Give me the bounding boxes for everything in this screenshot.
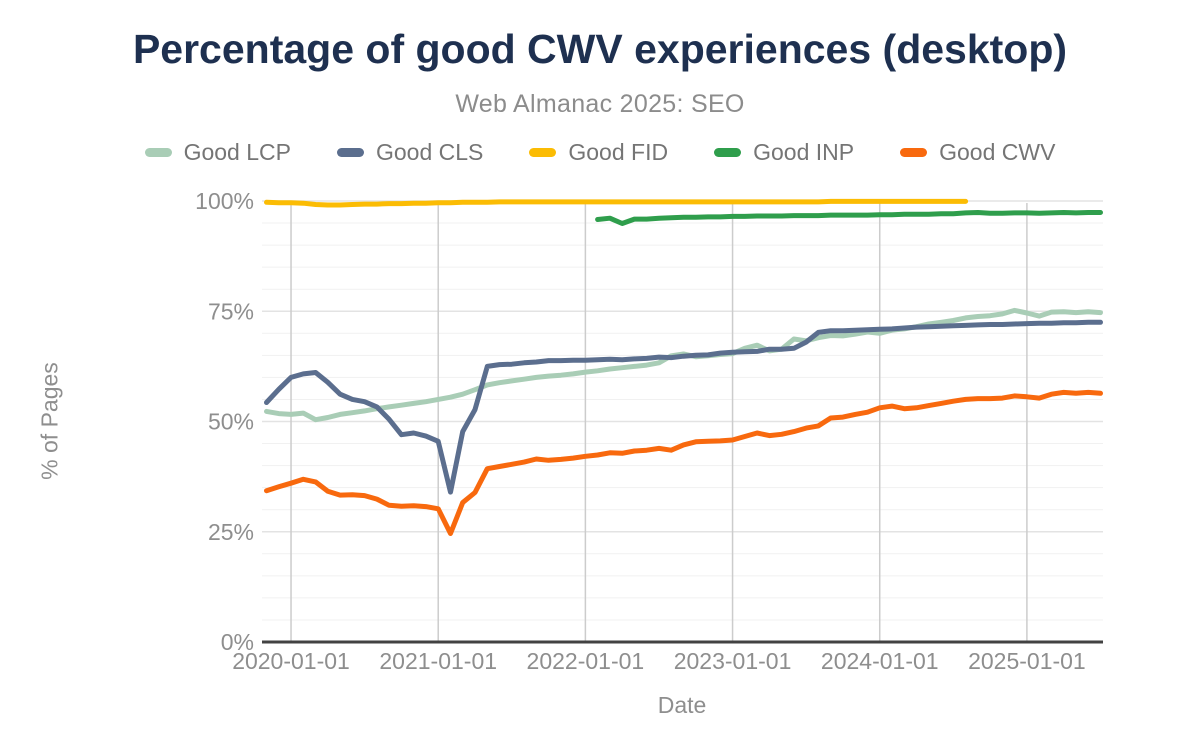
legend-item-good-cls: Good CLS <box>336 139 484 166</box>
y-tick-label: 25% <box>208 519 254 545</box>
legend-label-good-fid: Good FID <box>568 139 669 165</box>
series-line-good-fid <box>264 198 969 208</box>
legend-label-good-cls: Good CLS <box>375 139 484 165</box>
chart-subtitle: Web Almanac 2025: SEO <box>455 90 745 118</box>
y-tick-labels: 0% 25% 50% 75% 100% <box>195 188 254 655</box>
x-axis-title: Date <box>657 692 707 718</box>
legend-item-good-inp: Good INP <box>714 139 854 166</box>
legend-label-good-lcp: Good LCP <box>183 139 291 165</box>
legend-label-good-cwv: Good CWV <box>939 139 1056 165</box>
series-line-good-inp <box>595 210 1103 226</box>
minor-gridlines <box>262 222 1103 621</box>
legend-item-good-cwv: Good CWV <box>900 139 1055 166</box>
series-line-good-cwv <box>264 389 1103 536</box>
y-tick-label: 0% <box>221 629 254 655</box>
legend-swatch-good-cwv <box>900 148 928 157</box>
series-line-good-cls <box>264 319 1103 495</box>
year-gridlines <box>290 203 1028 641</box>
major-gridlines <box>262 200 1103 533</box>
y-tick-label: 50% <box>208 409 254 435</box>
y-tick-label: 100% <box>195 188 254 214</box>
x-tick-label: 2020-01-01 <box>232 648 350 674</box>
legend-label-good-inp: Good INP <box>753 139 855 165</box>
chart-title: Percentage of good CWV experiences (desk… <box>132 26 1068 72</box>
x-tick-labels: 2020-01-01 2021-01-01 2022-01-01 2023-01-01… <box>232 648 1086 674</box>
legend-item-good-fid: Good FID <box>529 139 668 166</box>
legend-item-good-lcp: Good LCP <box>144 139 291 166</box>
legend-swatch-good-inp <box>714 148 742 157</box>
y-tick-label: 75% <box>208 298 254 324</box>
y-axis-title: % of Pages <box>36 362 63 480</box>
x-tick-label: 2021-01-01 <box>379 648 497 674</box>
x-tick-label: 2025-01-01 <box>968 648 1086 674</box>
legend-swatch-good-fid <box>529 148 557 157</box>
x-tick-label: 2022-01-01 <box>527 648 645 674</box>
legend-swatch-good-lcp <box>144 148 172 157</box>
x-tick-label: 2023-01-01 <box>674 648 792 674</box>
x-tick-label: 2024-01-01 <box>821 648 939 674</box>
legend-swatch-good-cls <box>336 148 364 157</box>
legend: Good LCP Good CLS Good FID Good INP Good CWV <box>0 139 1200 166</box>
